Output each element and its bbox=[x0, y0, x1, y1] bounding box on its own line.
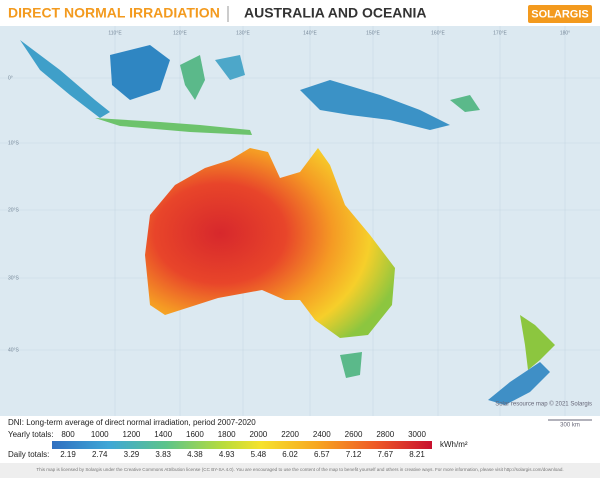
longitude-labels: 110°E 120°E 130°E 140°E 150°E 160°E 170°E 180° bbox=[108, 30, 570, 36]
yearly-value: 1200 bbox=[123, 430, 141, 439]
daily-value: 4.38 bbox=[187, 450, 203, 459]
longitude-label: 140°E bbox=[303, 30, 317, 36]
yearly-value: 2600 bbox=[345, 430, 363, 439]
logo: SOLARGIS bbox=[531, 8, 588, 20]
yearly-value: 2800 bbox=[376, 430, 394, 439]
longitude-label: 170°E bbox=[493, 30, 507, 36]
yearly-value: 1400 bbox=[154, 430, 172, 439]
longitude-label: 110°E bbox=[108, 30, 122, 36]
latitude-label: 0° bbox=[8, 75, 13, 81]
daily-value: 2.74 bbox=[92, 450, 108, 459]
daily-value: 3.83 bbox=[155, 450, 171, 459]
region: AUSTRALIA AND OCEANIA bbox=[244, 5, 427, 21]
daily-value: 7.12 bbox=[346, 450, 362, 459]
yearly-value: 1800 bbox=[218, 430, 236, 439]
yearly-value: 1000 bbox=[91, 430, 109, 439]
longitude-label: 120°E bbox=[173, 30, 187, 36]
daily-value: 4.93 bbox=[219, 450, 235, 459]
daily-value: 6.02 bbox=[282, 450, 298, 459]
yearly-value: 1600 bbox=[186, 430, 204, 439]
logo-bg bbox=[528, 5, 592, 23]
daily-value: 3.29 bbox=[124, 450, 140, 459]
yearly-values: 800 1000 1200 1400 1600 1800 2000 2200 2400 2600 2… bbox=[61, 430, 426, 439]
scale-label: 300 km bbox=[560, 423, 580, 429]
yearly-label: Yearly totals: bbox=[8, 430, 54, 439]
yearly-value: 2000 bbox=[249, 430, 267, 439]
longitude-label: 150°E bbox=[366, 30, 380, 36]
yearly-value: 2200 bbox=[281, 430, 299, 439]
daily-value: 6.57 bbox=[314, 450, 330, 459]
latitude-label: 40°S bbox=[8, 347, 20, 353]
title: DIRECT NORMAL IRRADIATION bbox=[8, 5, 220, 21]
longitude-label: 180° bbox=[560, 30, 570, 36]
daily-label: Daily totals: bbox=[8, 450, 49, 459]
land bbox=[20, 40, 555, 405]
latitude-label: 20°S bbox=[8, 207, 20, 213]
latitude-label: 10°S bbox=[8, 140, 20, 146]
color-bar bbox=[52, 441, 432, 449]
daily-value: 5.48 bbox=[251, 450, 267, 459]
legend-description: DNI: Long-term average of direct normal … bbox=[8, 418, 256, 427]
daily-values: 2.19 2.74 3.29 3.83 4.38 4.93 5.48 6.02 6.57 7.12… bbox=[60, 450, 425, 459]
yearly-value: 800 bbox=[61, 430, 75, 439]
license: This map is licensed by Solargis under t… bbox=[36, 467, 563, 472]
credit: Solar resource map © 2021 Solargis bbox=[495, 401, 592, 408]
latitude-label: 30°S bbox=[8, 275, 20, 281]
yearly-value: 2400 bbox=[313, 430, 331, 439]
daily-value: 7.67 bbox=[377, 450, 393, 459]
footer-bg bbox=[0, 463, 600, 478]
daily-value: 8.21 bbox=[409, 450, 425, 459]
yearly-value: 3000 bbox=[408, 430, 426, 439]
daily-value: 2.19 bbox=[60, 450, 76, 459]
latitude-labels: 0° 10°S 20°S 30°S 40°S bbox=[8, 75, 20, 353]
longitude-label: 160°E bbox=[431, 30, 445, 36]
header-bg bbox=[0, 0, 600, 26]
unit: kWh/m² bbox=[440, 440, 468, 449]
longitude-label: 130°E bbox=[236, 30, 250, 36]
